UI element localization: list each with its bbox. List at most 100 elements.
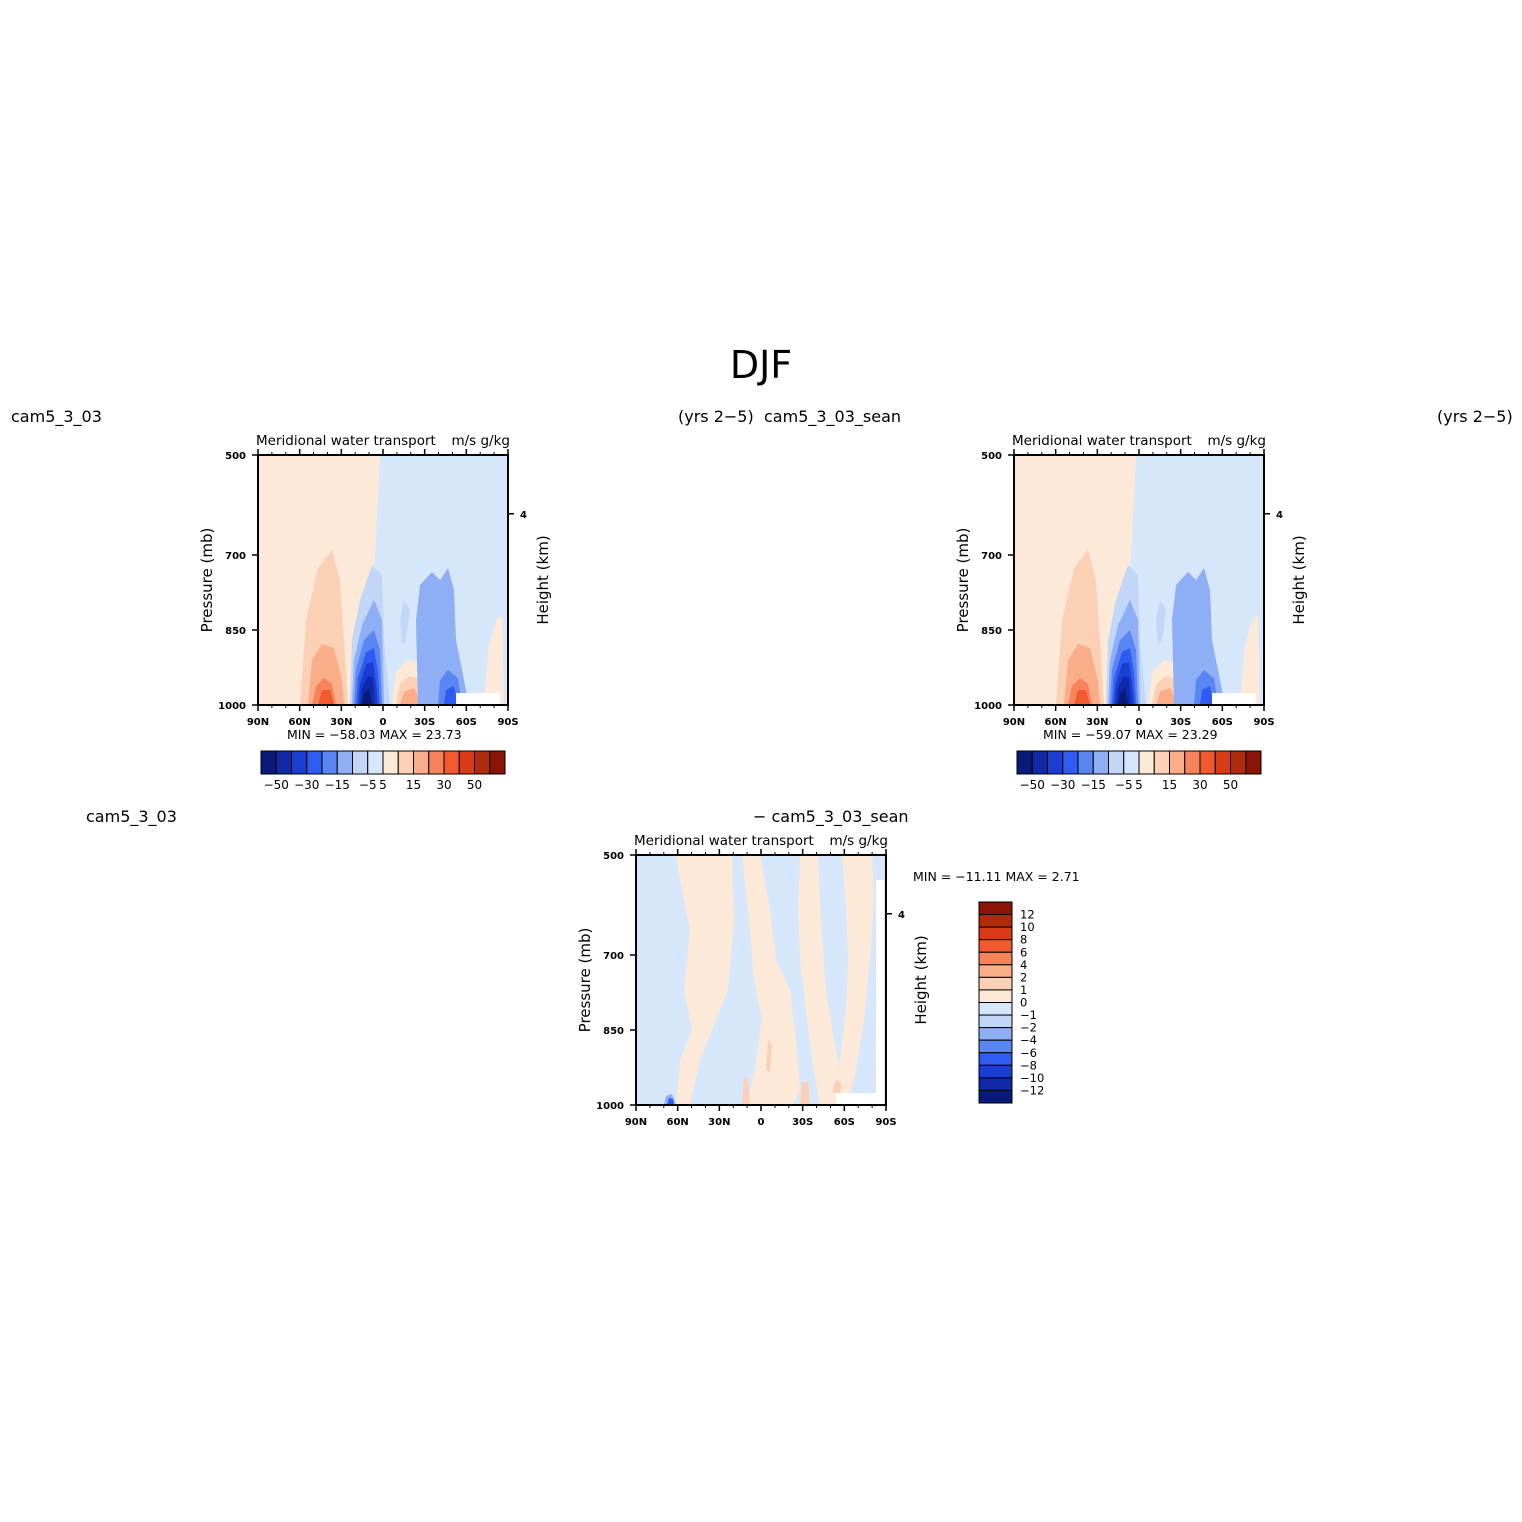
- left-y-right-tick-label: 4: [520, 510, 527, 521]
- diff-pos-band-2: [742, 855, 800, 1105]
- right-x-tick-label: 90N: [1003, 717, 1025, 728]
- left-colorbar-box: [352, 750, 369, 775]
- diff-pos-band-3: [798, 855, 844, 1105]
- right-x-tick-label: 30S: [1170, 717, 1191, 728]
- diff-pos-band-1: [676, 855, 734, 1105]
- diff-colorbar-label: −12: [1020, 1083, 1044, 1097]
- diff-colorbar-label: −1: [1020, 1008, 1037, 1022]
- right-contour-pos-sh3: [1156, 688, 1178, 705]
- panel-diff-case-b: − cam5_3_03_sean: [753, 807, 909, 827]
- left-x-tick-label: 30N: [330, 717, 352, 728]
- right-colorbar-label: −30: [1050, 778, 1075, 792]
- diff-colorbar-label: −4: [1020, 1033, 1037, 1047]
- right-contour-pos-4: [1074, 690, 1090, 705]
- right-colorbar-label: −5: [1115, 778, 1133, 792]
- left-colorbar-box: [413, 750, 430, 775]
- left-x-ticks: 90N 60N 30N 0 30S 60S 90S: [247, 449, 519, 728]
- right-contour-neg-mid: [1156, 600, 1166, 645]
- left-contour-pos-4: [318, 690, 334, 705]
- diff-colorbar-label: −2: [1020, 1021, 1037, 1035]
- left-colorbar-box: [336, 750, 353, 775]
- figure-title: DJF: [730, 343, 792, 387]
- panel-right-units: m/s g/kg: [1207, 433, 1266, 449]
- left-x-tick-label: 90S: [497, 717, 518, 728]
- left-y-tick-label: 850: [225, 626, 246, 637]
- right-colorbar: −50 −30 −15 −5 5 15 30 50: [1016, 750, 1262, 792]
- diff-y-tick-label: 500: [603, 851, 624, 862]
- left-contour-pos-sh3: [400, 688, 422, 705]
- right-x-tick-label: 30N: [1086, 717, 1108, 728]
- right-y-tick-label: 500: [981, 451, 1002, 462]
- diff-colorbar-box: [978, 914, 1013, 928]
- diff-missing-edge: [876, 880, 884, 1105]
- right-colorbar-label: −15: [1081, 778, 1106, 792]
- diff-x-tick-label: 90N: [625, 1117, 647, 1128]
- right-colorbar-box: [1245, 750, 1262, 775]
- right-x-tick-label: 0: [1136, 717, 1143, 728]
- right-contour-pos-sp: [1240, 615, 1260, 705]
- right-x-tick-label: 60N: [1045, 717, 1067, 728]
- diff-colorbar-box: [978, 1002, 1013, 1016]
- diff-colorbar-label: 12: [1020, 908, 1035, 922]
- diff-colorbar-label: −6: [1020, 1046, 1037, 1060]
- diff-colorbar-box: [978, 1027, 1013, 1041]
- diff-x-tick-label: 30N: [708, 1117, 730, 1128]
- left-colorbar-label: 30: [436, 778, 451, 792]
- right-colorbar-box: [1169, 750, 1186, 775]
- diff-colorbar-box: [978, 1014, 1013, 1029]
- diff-colorbar-box: [978, 926, 1013, 941]
- left-colorbar-box: [489, 750, 506, 775]
- diff-colorbar-label: −8: [1020, 1058, 1037, 1072]
- diff-colorbar-box: [978, 1064, 1013, 1079]
- left-x-tick-label: 60N: [289, 717, 311, 728]
- left-x-tick-label: 90N: [247, 717, 269, 728]
- right-colorbar-box: [1184, 750, 1201, 775]
- right-y-ticks: 500 700 850 1000 4: [974, 451, 1283, 712]
- right-colorbar-box: [1138, 750, 1155, 775]
- left-colorbar-box: [443, 750, 460, 775]
- diff-pos-spot-3: [800, 1082, 810, 1105]
- left-x-tick-label: 30S: [414, 717, 435, 728]
- right-colorbar-box: [1153, 750, 1170, 775]
- panel-left-units: m/s g/kg: [451, 433, 510, 449]
- panel-right-plot: [1013, 454, 1265, 706]
- panel-left-years: (yrs 2−5): [678, 407, 754, 426]
- diff-neg-spot-2: [667, 1098, 674, 1105]
- right-contour-neg-sh1: [1172, 568, 1224, 705]
- panel-right-ylabel: Pressure (mb): [954, 528, 972, 633]
- panel-left-case: cam5_3_03: [11, 407, 102, 427]
- diff-colorbar-box: [978, 939, 1013, 953]
- diff-colorbar-box: [978, 964, 1013, 978]
- diff-colorbar-box: [978, 951, 1013, 966]
- right-y-tick-label: 850: [981, 626, 1002, 637]
- left-x-tick-label: 0: [380, 717, 387, 728]
- left-colorbar-box: [458, 750, 475, 775]
- right-y-tick-label: 1000: [974, 701, 1002, 712]
- diff-x-tick-label: 0: [758, 1117, 765, 1128]
- diff-x-tick-label: 60N: [667, 1117, 689, 1128]
- right-missing-region: [1212, 693, 1256, 705]
- diff-colorbar-label: 4: [1020, 958, 1027, 972]
- left-colorbar-box: [367, 750, 384, 775]
- right-colorbar-box: [1077, 750, 1094, 775]
- right-colorbar-box: [1230, 750, 1247, 775]
- diff-x-ticks: 90N 60N 30N 0 30S 60S 90S: [625, 849, 897, 1128]
- left-colorbar: −50 −30 −15 −5 5 15 30 50: [260, 750, 506, 792]
- diff-pos-spot-1: [742, 1076, 750, 1105]
- diff-colorbar-label: 0: [1020, 996, 1027, 1010]
- left-y-ticks: 500 700 850 1000 4: [218, 451, 527, 712]
- left-colorbar-label: −50: [264, 778, 289, 792]
- diff-y-tick-label: 700: [603, 951, 624, 962]
- diff-colorbar-label: 10: [1020, 920, 1035, 934]
- panel-diff-units: m/s g/kg: [829, 833, 888, 849]
- left-colorbar-label: −30: [294, 778, 319, 792]
- diff-x-tick-label: 30S: [792, 1117, 813, 1128]
- left-contour-neg-sh3: [444, 686, 458, 705]
- panel-diff-plot: [635, 854, 887, 1106]
- panel-right: cam5_3_03_sean (yrs 2−5) Meridional wate…: [764, 407, 1513, 792]
- panel-diff-case-a: cam5_3_03: [86, 807, 177, 827]
- left-contour-pos-sp: [484, 615, 504, 705]
- left-contour-neg-mid: [400, 600, 410, 645]
- panel-left-stats: MIN = −58.03 MAX = 23.73: [287, 727, 462, 742]
- panel-diff-ylabel-right: Height (km): [912, 935, 930, 1024]
